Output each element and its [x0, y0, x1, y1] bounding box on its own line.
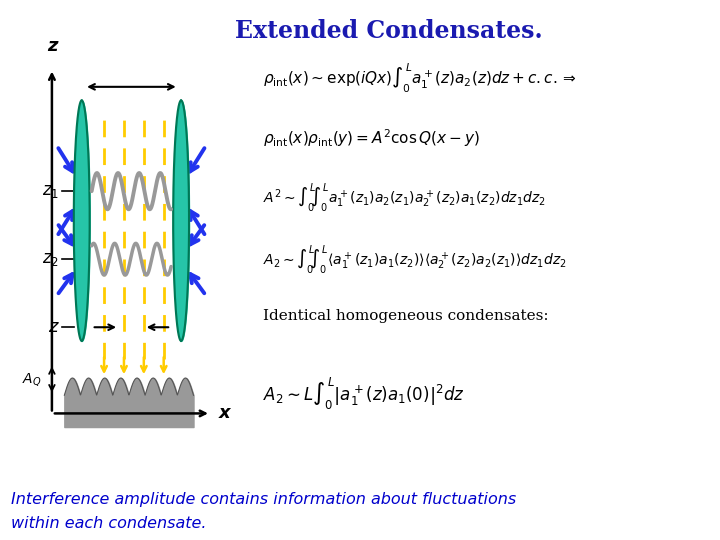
Text: within each condensate.: within each condensate. — [11, 516, 207, 531]
Text: $z_2$: $z_2$ — [42, 250, 59, 268]
Text: Interference amplitude contains information about fluctuations: Interference amplitude contains informat… — [11, 492, 516, 507]
Text: Identical homogeneous condensates:: Identical homogeneous condensates: — [263, 309, 549, 323]
Text: Extended Condensates.: Extended Condensates. — [235, 19, 543, 43]
Text: $A_Q$: $A_Q$ — [22, 371, 42, 388]
Text: z: z — [47, 37, 57, 55]
Text: $\rho_{\rm int}(x) \sim \exp(iQx)\int_0^L a_1^+(z)a_2(z)dz + c.c. \Rightarrow$: $\rho_{\rm int}(x) \sim \exp(iQx)\int_0^… — [263, 62, 577, 95]
Text: $A_2 \sim L\int_0^L \left|a_1^+(z)a_1(0)\right|^2 dz$: $A_2 \sim L\int_0^L \left|a_1^+(z)a_1(0)… — [263, 376, 464, 412]
Text: $A^2 \sim \int_0^L\!\!\int_0^L a_1^+(z_1)a_2(z_1)a_2^+(z_2)a_1(z_2)dz_1 dz_2$: $A^2 \sim \int_0^L\!\!\int_0^L a_1^+(z_1… — [263, 180, 546, 214]
Text: $\rho_{\rm int}(x)\rho_{\rm int}(y) = A^2 \cos Q(x-y)$: $\rho_{\rm int}(x)\rho_{\rm int}(y) = A^… — [263, 127, 480, 148]
Text: x: x — [218, 404, 230, 422]
Text: $z_1$: $z_1$ — [42, 182, 59, 200]
Text: $A_2 \sim \int_0^L\!\!\int_0^L \langle a_1^+(z_1)a_1(z_2)\rangle\langle a_2^+(z_: $A_2 \sim \int_0^L\!\!\int_0^L \langle a… — [263, 242, 567, 276]
Text: $z$: $z$ — [48, 318, 59, 336]
